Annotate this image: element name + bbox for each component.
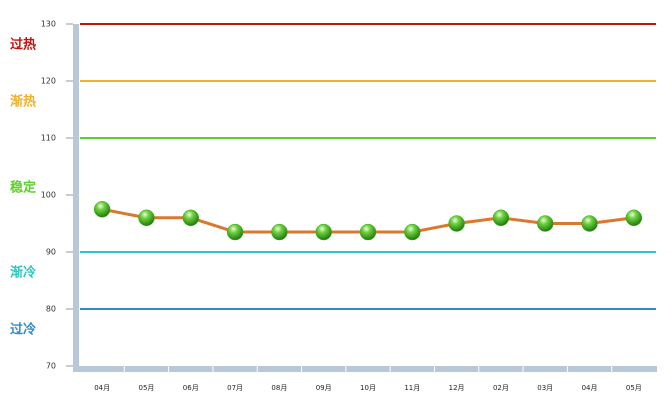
zone-label: 渐冷 [10, 265, 36, 281]
y-tick-label: 130 [41, 20, 56, 29]
x-tick-label: 03月 [537, 384, 553, 392]
data-point [448, 215, 465, 232]
data-point [404, 223, 421, 241]
y-tick-label: 110 [41, 134, 56, 143]
x-tick-label: 10月 [360, 384, 376, 392]
data-point [226, 223, 244, 241]
x-tick-label: 09月 [316, 384, 332, 392]
x-axis-bar [73, 366, 657, 372]
data-point [492, 209, 510, 227]
y-tick-label: 70 [46, 362, 56, 371]
data-point [271, 223, 288, 241]
x-tick-label: 07月 [227, 384, 243, 392]
zone-label: 渐热 [10, 94, 36, 110]
x-tick-label: 05月 [139, 384, 155, 392]
y-tick-label: 90 [46, 248, 56, 257]
x-tick-label: 12月 [449, 384, 465, 392]
data-point [138, 209, 155, 227]
x-tick-label: 05月 [626, 384, 642, 392]
data-point [182, 209, 200, 227]
y-tick-label: 100 [41, 191, 56, 200]
x-tick-label: 04月 [582, 384, 598, 392]
zone-label: 过热 [10, 37, 36, 53]
y-tick-label: 80 [46, 305, 56, 314]
y-axis-bar [73, 24, 79, 372]
x-tick-label: 06月 [183, 384, 199, 392]
y-tick-label: 120 [41, 77, 56, 86]
x-tick-label: 02月 [493, 384, 509, 392]
data-point [93, 201, 111, 218]
data-point [581, 215, 598, 232]
zone-label: 过冷 [10, 322, 36, 338]
data-point [625, 209, 643, 227]
x-tick-label: 11月 [404, 384, 420, 392]
zone-label: 稳定 [10, 180, 36, 196]
data-point [359, 223, 377, 241]
data-point [315, 223, 332, 241]
x-tick-label: 04月 [94, 384, 110, 392]
x-tick-label: 08月 [271, 384, 287, 392]
data-point [536, 215, 554, 232]
